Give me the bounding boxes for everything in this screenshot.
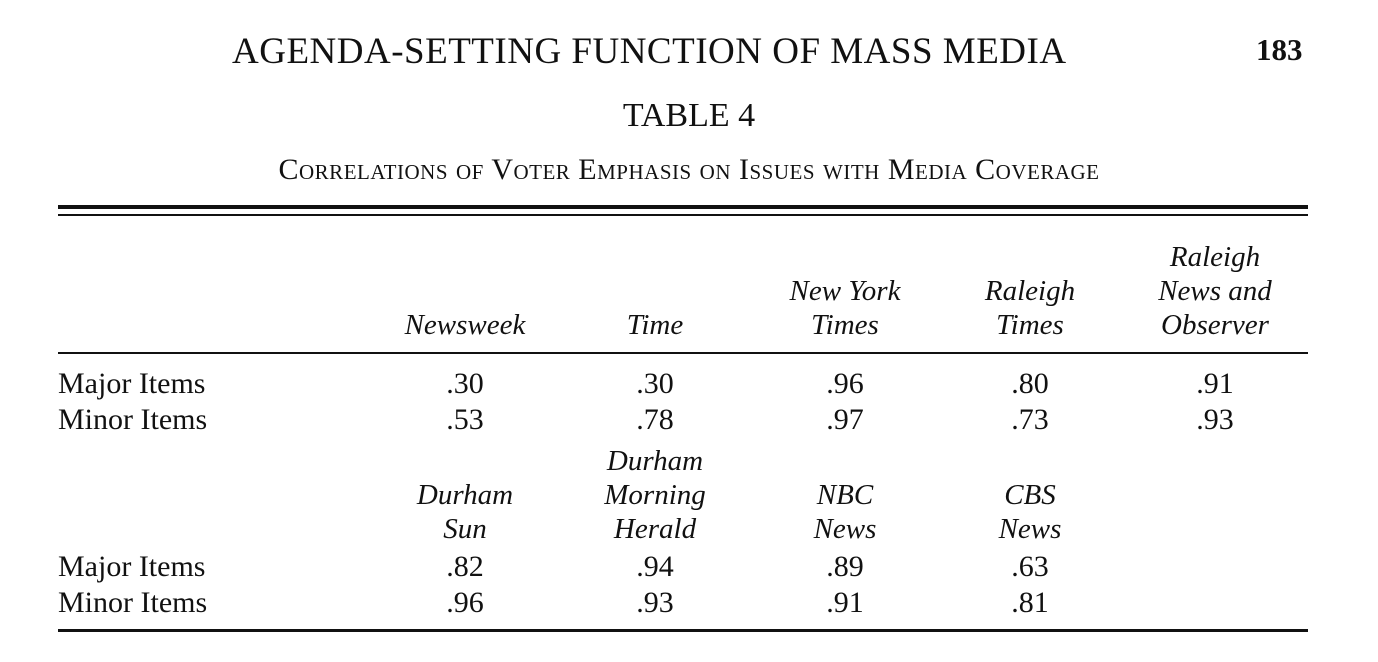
running-head: AGENDA-SETTING FUNCTION OF MASS MEDIA 18… — [0, 30, 1378, 80]
table-cell: .78 — [636, 403, 674, 436]
table-cell: .96 — [826, 367, 864, 400]
header-line: News — [813, 513, 877, 545]
row-label-minor-items: Minor Items — [58, 403, 208, 436]
table-cell: .93 — [636, 586, 674, 619]
header-line: Durham — [606, 445, 704, 477]
header-line: Time — [626, 309, 684, 341]
table-top-rule-thin — [58, 214, 1308, 216]
column-header-durham-sun: Durham Sun — [385, 440, 545, 546]
table-cell: .91 — [1196, 367, 1234, 400]
table-cell: .93 — [1196, 403, 1234, 436]
table-cell: .82 — [446, 550, 484, 583]
header-line: Observer — [1161, 309, 1269, 341]
row-label-minor-items: Minor Items — [58, 586, 208, 619]
header-line: News — [998, 513, 1062, 545]
table-cell: .91 — [826, 586, 864, 619]
header-line: News and — [1158, 275, 1272, 307]
table-cell: .63 — [1011, 550, 1049, 583]
table-cell: .30 — [446, 367, 484, 400]
table-cell: .89 — [826, 550, 864, 583]
table-cell: .94 — [636, 550, 674, 583]
header-line: Raleigh — [1169, 241, 1261, 273]
header-line: Times — [996, 309, 1064, 341]
table-cell: .30 — [636, 367, 674, 400]
table-cell: .80 — [1011, 367, 1049, 400]
header-line: Sun — [443, 513, 487, 545]
row-label-major-items: Major Items — [58, 550, 206, 583]
table-cell: .96 — [446, 586, 484, 619]
header-rule — [58, 352, 1308, 354]
header-line: NBC — [816, 479, 874, 511]
header-line: Durham — [416, 479, 514, 511]
table-number: TABLE 4 — [622, 97, 756, 134]
running-title: AGENDA-SETTING FUNCTION OF MASS MEDIA — [232, 31, 1067, 72]
column-header-nbc-news: NBC News — [770, 440, 920, 546]
header-line: Herald — [613, 513, 697, 545]
column-header-newsweek: Newsweek — [385, 236, 545, 342]
table-bottom-rule — [58, 629, 1308, 632]
table-cell: .97 — [826, 403, 864, 436]
column-header-time: Time — [595, 236, 715, 342]
page-number: 183 — [1256, 32, 1303, 67]
table-caption: Correlations of Voter Emphasis on Issues… — [278, 153, 1100, 186]
table-top-rule — [58, 205, 1308, 209]
table-cell: .73 — [1011, 403, 1049, 436]
column-header-new-york-times: New York Times — [760, 236, 930, 342]
header-line: CBS — [1004, 479, 1056, 511]
column-header-cbs-news: CBS News — [960, 440, 1100, 546]
column-header-raleigh-news-and-observer: Raleigh News and Observer — [1130, 236, 1300, 342]
header-line: Raleigh — [984, 275, 1076, 307]
column-header-durham-morning-herald: Durham Morning Herald — [575, 440, 735, 546]
table-cell: .53 — [446, 403, 484, 436]
header-line: Morning — [604, 479, 706, 511]
column-header-raleigh-times: Raleigh Times — [960, 236, 1100, 342]
header-line: Times — [811, 309, 879, 341]
header-line: New York — [789, 275, 901, 307]
header-line: Newsweek — [404, 309, 526, 341]
row-label-major-items: Major Items — [58, 367, 206, 400]
table-cell: .81 — [1011, 586, 1049, 619]
